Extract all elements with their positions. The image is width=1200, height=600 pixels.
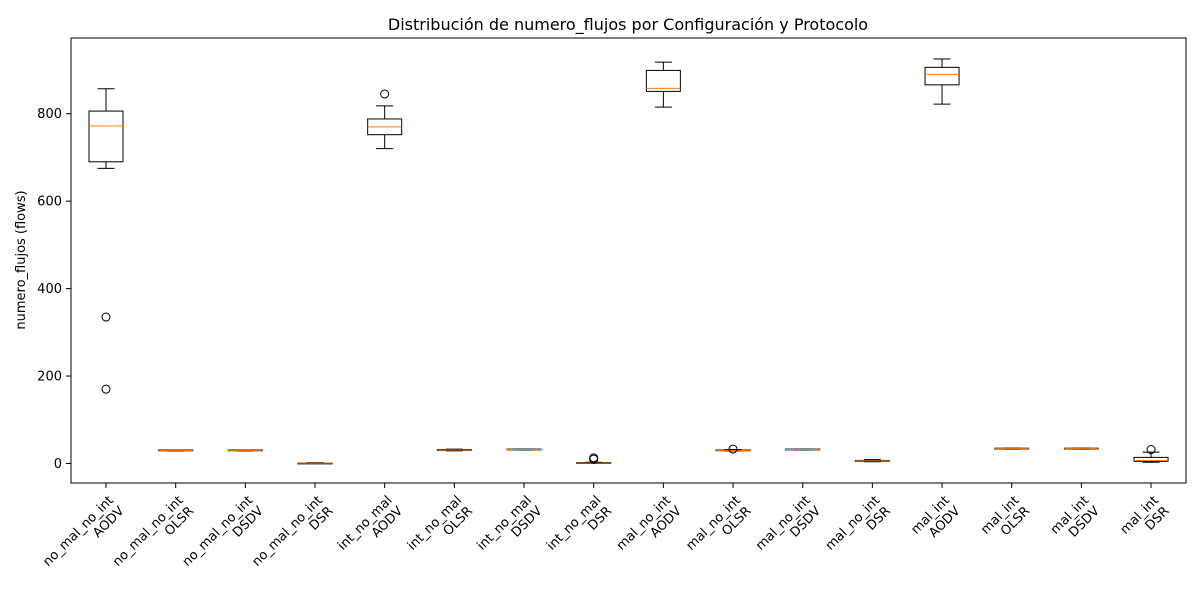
y-tick-label: 800 bbox=[37, 107, 62, 122]
y-tick-label: 400 bbox=[37, 282, 62, 297]
y-tick-label: 200 bbox=[37, 370, 62, 385]
y-tick-label: 0 bbox=[54, 457, 62, 472]
y-axis-label: numero_flujos (flows) bbox=[14, 190, 29, 329]
y-tick-label: 600 bbox=[37, 195, 62, 210]
chart-title: Distribución de numero_flujos por Config… bbox=[388, 15, 868, 35]
